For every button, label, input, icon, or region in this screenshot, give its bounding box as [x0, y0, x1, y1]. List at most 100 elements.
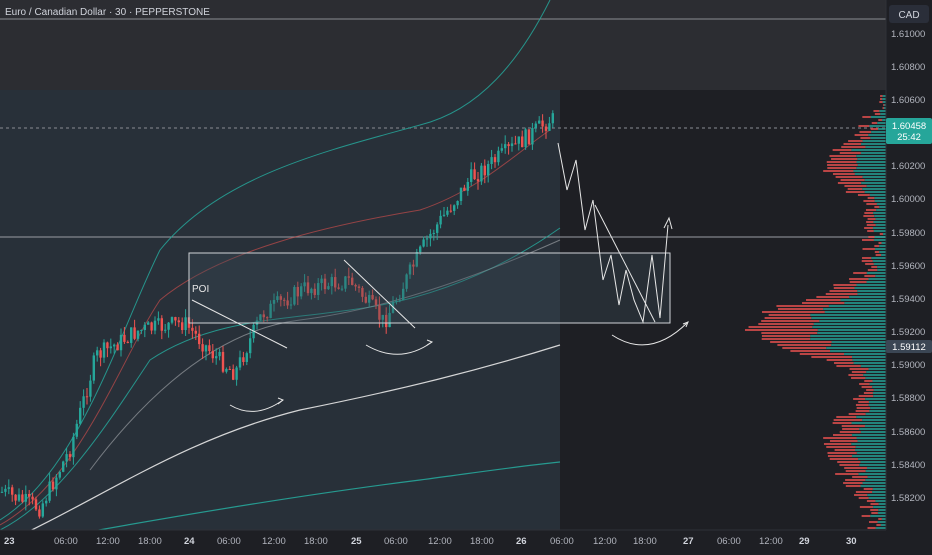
volume-bar-sell: [874, 113, 881, 115]
volume-bar-sell: [855, 410, 870, 412]
curve-arrow-3[interactable]: [611, 321, 689, 346]
poi-zone[interactable]: [188, 252, 671, 324]
candle: [242, 351, 245, 366]
candle: [283, 297, 286, 307]
volume-bar-sell: [863, 215, 875, 217]
volume-bar-buy: [877, 122, 886, 124]
volume-bar-buy: [812, 326, 886, 328]
volume-bar-sell: [831, 158, 858, 160]
candle: [232, 364, 235, 381]
candle: [422, 236, 425, 248]
candle: [89, 374, 92, 402]
volume-bar-sell: [845, 470, 866, 472]
candle: [449, 204, 452, 213]
trend-line-1[interactable]: [191, 299, 288, 349]
price-tick: 1.59800: [891, 228, 925, 239]
candle: [504, 135, 507, 154]
candle: [289, 297, 293, 310]
volume-bar-sell: [845, 485, 861, 487]
candle: [432, 229, 435, 241]
volume-bar-buy: [872, 380, 886, 382]
volume-bar-sell: [869, 521, 878, 523]
volume-bar-sell: [777, 344, 832, 346]
projection-trendline[interactable]: [594, 204, 656, 323]
candle: [517, 136, 520, 151]
curve-arrow-1[interactable]: [229, 399, 284, 412]
volume-bar-sell: [863, 200, 875, 202]
volume-bar-buy: [864, 179, 886, 181]
candle: [170, 316, 174, 325]
volume-bar-sell: [875, 254, 882, 256]
volume-bar-buy: [856, 284, 886, 286]
volume-bar-buy: [861, 182, 886, 184]
volume-bar-buy: [857, 290, 886, 292]
marked-price-value: 1.59112: [892, 342, 926, 353]
volume-bar-sell: [874, 245, 880, 247]
volume-bar-buy: [882, 101, 886, 103]
time-label: 18:00: [138, 536, 162, 547]
volume-bar-sell: [882, 107, 884, 109]
curve-arrow-2[interactable]: [365, 341, 433, 355]
candle: [65, 447, 68, 468]
volume-bar-buy: [870, 137, 886, 139]
price-scale[interactable]: 1.61000 1.60800 1.60600 1.60200 1.60000 1.598…: [891, 29, 925, 504]
volume-bar-buy: [878, 503, 886, 505]
candle: [320, 275, 323, 291]
candle: [136, 330, 140, 342]
volume-bar-buy: [873, 506, 886, 508]
volume-bar-buy: [862, 482, 886, 484]
volume-bar-sell: [847, 188, 863, 190]
volume-bar-sell: [826, 359, 853, 361]
volume-bar-buy: [876, 209, 886, 211]
volume-bar-sell: [758, 323, 814, 325]
volume-bar-buy: [879, 206, 886, 208]
volume-bar-sell: [768, 314, 811, 316]
volume-bar-buy: [810, 335, 886, 337]
candle: [113, 343, 116, 354]
volume-bar-sell: [861, 260, 873, 262]
volume-bar-sell: [827, 164, 858, 166]
candle: [456, 200, 459, 209]
volume-bar-sell: [782, 347, 827, 349]
candle: [143, 322, 146, 338]
volume-bar-buy: [823, 308, 886, 310]
candle: [330, 273, 333, 295]
countdown-value: 25:42: [897, 132, 921, 143]
volume-bar-sell: [873, 110, 880, 112]
candle: [126, 340, 129, 344]
trend-line-2[interactable]: [343, 259, 416, 329]
volume-bar-sell: [858, 395, 874, 397]
time-label: 18:00: [304, 536, 328, 547]
volume-bar-sell: [777, 308, 824, 310]
candle: [147, 320, 150, 325]
volume-bar-buy: [857, 164, 886, 166]
time-axis[interactable]: 23 06:00 12:00 18:00 24 06:00 12:00 18:00 25 06:0…: [4, 536, 857, 547]
volume-bar-buy: [856, 452, 886, 454]
currency-badge[interactable]: [889, 5, 929, 23]
volume-bar-sell: [858, 401, 869, 403]
candle: [524, 127, 527, 150]
volume-bar-buy: [860, 365, 886, 367]
candle: [398, 294, 401, 303]
symbol-title: Euro / Canadian Dollar · 30 · PEPPERSTON…: [5, 7, 210, 18]
volume-bar-buy: [869, 383, 886, 385]
candle: [344, 275, 347, 292]
candle: [55, 473, 58, 497]
volume-bar-buy: [872, 488, 886, 490]
volume-bar-buy: [858, 473, 886, 475]
candle: [198, 325, 201, 350]
volume-bar-sell: [863, 392, 873, 394]
time-label: 30: [846, 536, 857, 547]
candle: [106, 341, 109, 358]
volume-bar-sell: [761, 332, 818, 334]
candle: [442, 206, 446, 217]
moving-average-white: [0, 344, 561, 546]
volume-bar-buy: [882, 119, 886, 121]
volume-bar-sell: [829, 440, 858, 442]
candle: [279, 294, 282, 307]
volume-bar-buy: [854, 287, 886, 289]
projection-path[interactable]: [557, 142, 669, 324]
price-tick: 1.58400: [891, 460, 925, 471]
volume-bar-sell: [833, 419, 863, 421]
